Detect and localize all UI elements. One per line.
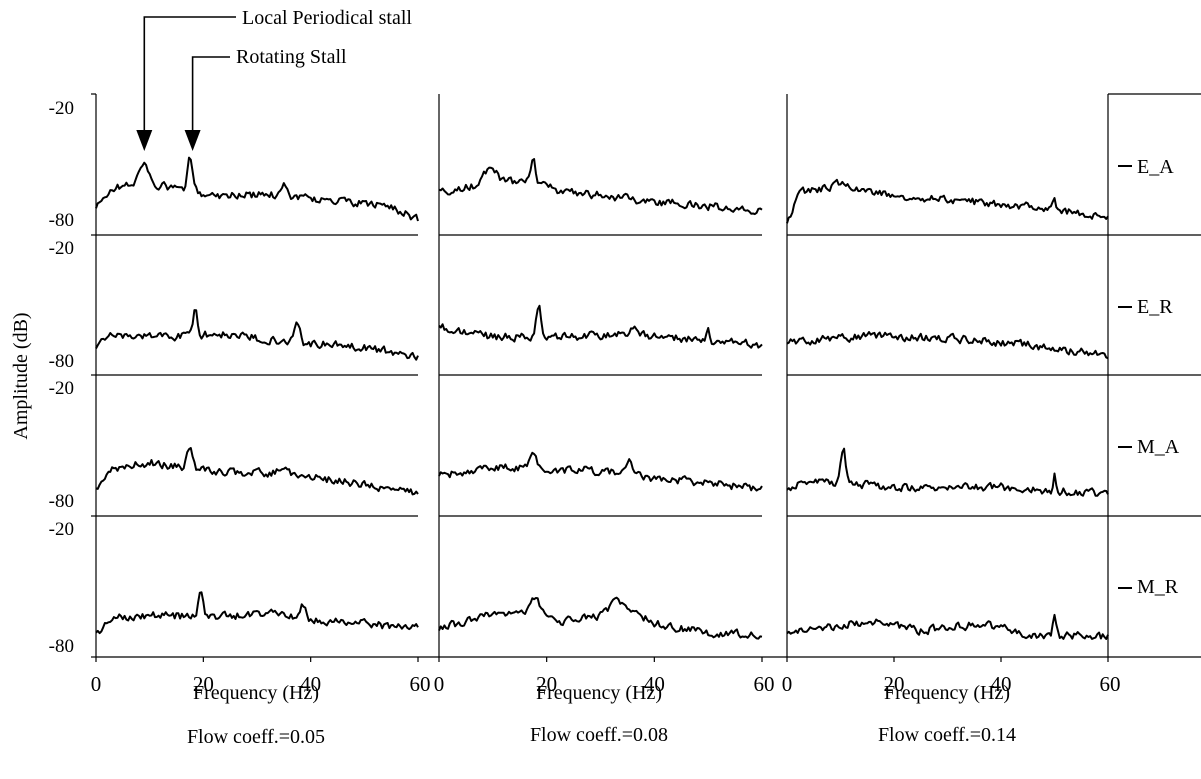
spectrum-line-e-r [786, 331, 1109, 360]
x-tick-label: 60 [1100, 672, 1121, 696]
row-label: M_R [1137, 576, 1179, 598]
spectrum-line-e-a [786, 178, 1109, 224]
y-label-top: -20 [49, 98, 74, 119]
annotation-arrow-rotating-stall [191, 56, 230, 132]
spectrum-line-m-r [438, 596, 763, 640]
x-tick-label: 20 [884, 672, 905, 696]
spectrum-line-e-a [95, 156, 419, 222]
x-axis-label: Frequency (Hz) [536, 682, 662, 704]
x-tick-label: 40 [300, 672, 321, 696]
spectrum-line-m-r [95, 591, 419, 635]
x-tick-label: 0 [91, 672, 102, 696]
y-label-bottom: -80 [49, 210, 74, 231]
x-tick-label: 40 [644, 672, 665, 696]
annotation-rotating-stall: Rotating Stall [236, 46, 347, 68]
spectrum-line-e-r [438, 304, 763, 349]
y-label-top: -20 [49, 238, 74, 259]
row-label: M_A [1137, 436, 1180, 458]
spectrum-line-m-a [438, 451, 763, 492]
y-label-top: -20 [49, 519, 74, 540]
x-tick-label: 60 [410, 672, 431, 696]
x-axis-label: Frequency (Hz) [193, 682, 319, 704]
spectrum-line-m-a [786, 447, 1109, 497]
y-axis-label: Amplitude (dB) [10, 312, 32, 439]
x-tick-label: 0 [782, 672, 793, 696]
x-tick-label: 0 [434, 672, 445, 696]
annotation-arrowhead [184, 130, 201, 151]
spectrum-line-e-r [95, 309, 419, 361]
row-label: E_A [1137, 156, 1174, 178]
y-label-top: -20 [49, 378, 74, 399]
y-label-bottom: -80 [49, 491, 74, 512]
panel-title: Flow coeff.=0.08 [530, 724, 668, 746]
spectrum-line-m-a [95, 447, 419, 496]
annotation-arrowhead [136, 130, 153, 151]
x-tick-label: 20 [536, 672, 557, 696]
panel-title: Flow coeff.=0.05 [187, 726, 325, 748]
x-tick-label: 40 [991, 672, 1012, 696]
panel-title: Flow coeff.=0.14 [878, 724, 1016, 746]
x-tick-label: 60 [754, 672, 775, 696]
x-tick-label: 20 [193, 672, 214, 696]
y-label-bottom: -80 [49, 351, 74, 372]
annotation-arrow-local-periodical [143, 16, 236, 132]
spectrum-line-e-a [438, 158, 763, 216]
spectrum-line-m-r [786, 613, 1109, 640]
annotation-local-periodical-stall: Local Periodical stall [242, 7, 412, 29]
x-axis-label: Frequency (Hz) [884, 682, 1010, 704]
row-label: E_R [1137, 296, 1173, 318]
y-label-bottom: -80 [49, 636, 74, 657]
